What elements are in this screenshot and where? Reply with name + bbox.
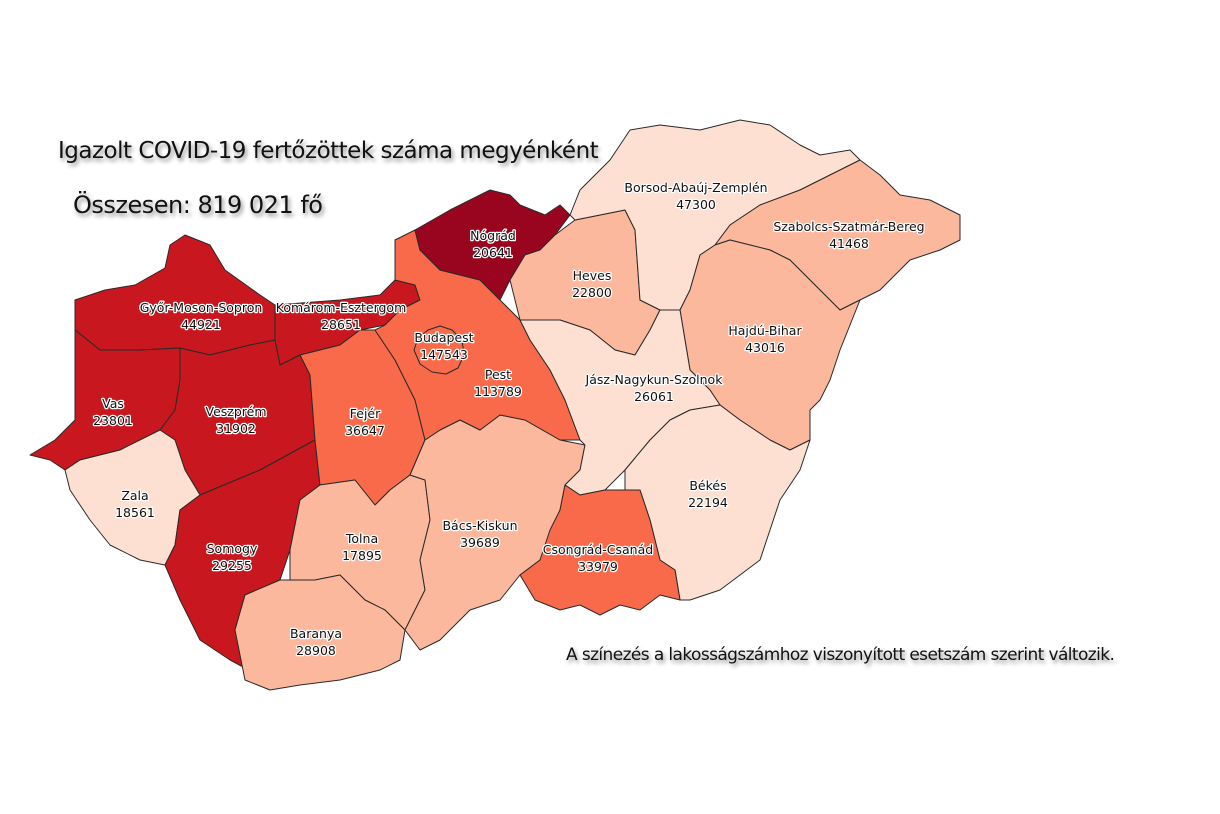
county-value-label: 43016: [745, 340, 785, 355]
county-value-label: 31902: [216, 421, 256, 436]
county-value-label: 26061: [634, 389, 674, 404]
county-name-label: Hajdú-Bihar: [728, 323, 802, 338]
county-value-label: 23801: [93, 413, 133, 428]
county-name-label: Szabolcs-Szatmár-Bereg: [773, 219, 924, 234]
county-name-label: Somogy: [207, 541, 258, 556]
county-csongrad: [519, 484, 681, 616]
county-name-label: Borsod-Abaúj-Zemplén: [624, 180, 767, 195]
county-name-label: Nógrád: [470, 228, 516, 243]
county-value-label: 17895: [342, 548, 382, 563]
county-name-label: Győr-Moson-Sopron: [140, 300, 263, 315]
coloring-note: A színezés a lakosságszámhoz viszonyítot…: [566, 645, 1115, 665]
county-name-label: Csongrád-Csanád: [543, 542, 653, 557]
county-value-label: 36647: [345, 423, 385, 438]
county-value-label: 29255: [212, 558, 252, 573]
county-gyms: [74, 234, 276, 356]
county-value-label: 28908: [296, 643, 336, 658]
county-nograd: [414, 189, 571, 301]
county-value-label: 33979: [578, 559, 618, 574]
county-value-label: 41468: [829, 236, 869, 251]
county-value-label: 147543: [420, 347, 468, 362]
map-title: Igazolt COVID-19 fertőzöttek száma megyé…: [58, 138, 599, 164]
county-value-label: 47300: [676, 197, 716, 212]
county-name-label: Komárom-Esztergom: [276, 300, 407, 315]
county-name-label: Vas: [102, 396, 124, 411]
county-value-label: 20641: [473, 245, 513, 260]
county-value-label: 113789: [474, 384, 522, 399]
county-baranya: [234, 574, 406, 691]
county-bp: [413, 325, 465, 375]
county-name-label: Jász-Nagykun-Szolnok: [585, 372, 724, 387]
county-name-label: Budapest: [414, 330, 473, 345]
total-cases: Összesen: 819 021 fő: [73, 191, 323, 219]
county-value-label: 39689: [460, 535, 500, 550]
county-value-label: 22800: [572, 285, 612, 300]
county-name-label: Fejér: [350, 406, 381, 421]
county-value-label: 22194: [688, 495, 728, 510]
county-name-label: Heves: [573, 268, 612, 283]
county-name-label: Tolna: [345, 531, 378, 546]
county-name-label: Pest: [485, 367, 511, 382]
county-name-label: Békés: [689, 478, 726, 493]
county-name-label: Baranya: [290, 626, 342, 641]
county-value-label: 28651: [321, 317, 361, 332]
county-value-label: 44921: [181, 317, 221, 332]
county-name-label: Veszprém: [205, 404, 266, 419]
county-name-label: Zala: [121, 488, 148, 503]
county-value-label: 18561: [115, 505, 155, 520]
county-name-label: Bács-Kiskun: [442, 518, 517, 533]
